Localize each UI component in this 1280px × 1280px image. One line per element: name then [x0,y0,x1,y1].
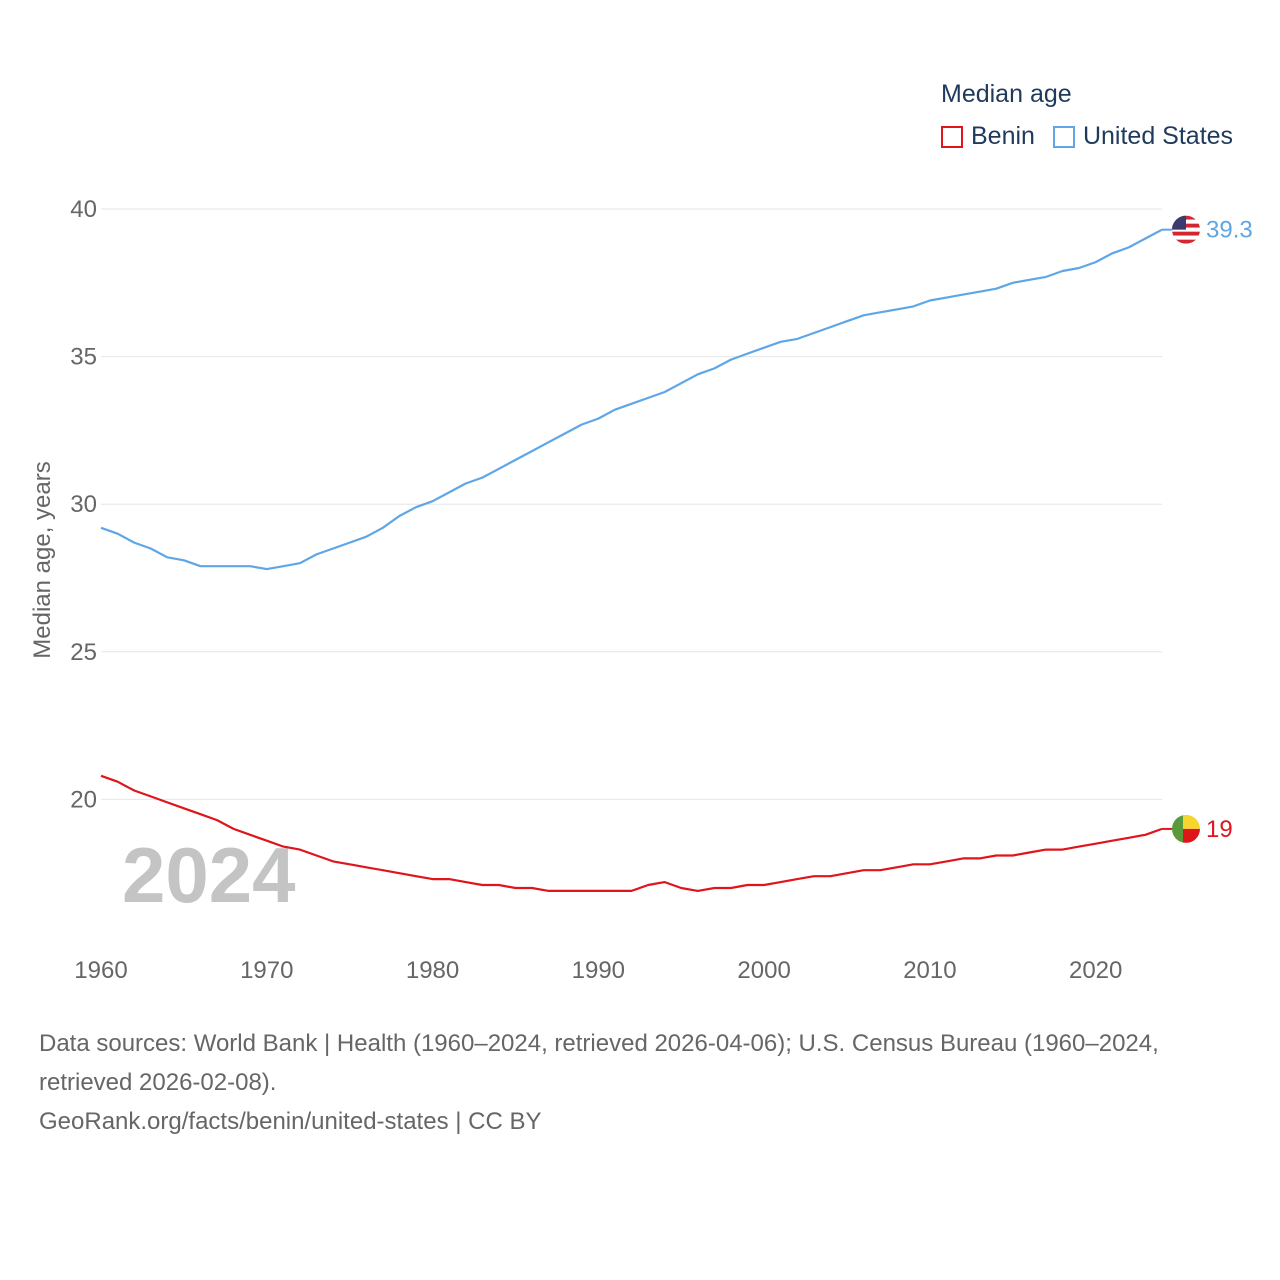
x-axis-ticks: 1960 1970 1980 1990 2000 2010 2020 [74,957,1122,984]
credit-link[interactable]: GeoRank.org/facts/benin/united-states | … [39,1108,542,1135]
legend-label-united-states: United States [1082,122,1234,150]
legend-label-benin: Benin [971,122,1035,150]
series-end-markers: 39.3 19 [1162,215,1253,843]
legend-swatch-united-states [1052,125,1075,148]
series-line-benin [100,774,1163,893]
x-tick-label: 1980 [406,957,459,984]
end-value-label-benin: 19 [1206,816,1233,843]
data-sources: Data sources: World Bank | Health (1960–… [39,1030,1159,1096]
y-axis-label: Median age, years [29,461,56,658]
benin-flag-icon [1172,814,1200,843]
legend-swatch-benin [941,125,963,148]
footer: Data sources: World Bank | Health (1960–… [39,1024,1249,1141]
end-value-label-united-states: 39.3 [1206,217,1253,244]
legend-item-united-states[interactable]: United States [1052,122,1234,151]
year-watermark: 2024 [122,831,296,919]
y-tick-label: 30 [70,491,97,518]
x-tick-label: 1990 [572,957,625,984]
y-axis-ticks: 20 25 30 35 40 [70,196,97,813]
us-flag-icon [1172,215,1200,244]
legend-item-benin[interactable]: Benin [941,122,1035,151]
x-tick-label: 2010 [903,957,956,984]
y-tick-label: 40 [70,196,97,223]
y-tick-label: 25 [70,639,97,666]
legend-title: Median age [941,80,1072,108]
series-lines [100,228,1163,893]
gridlines [101,208,1162,800]
legend: Benin United States [941,122,1251,151]
x-tick-label: 1970 [240,957,293,984]
y-tick-label: 35 [70,344,97,371]
x-tick-label: 2020 [1069,957,1122,984]
x-tick-label: 2000 [737,957,790,984]
x-tick-label: 1960 [74,957,127,984]
series-line-united-states [100,228,1163,571]
y-tick-label: 20 [70,786,97,813]
